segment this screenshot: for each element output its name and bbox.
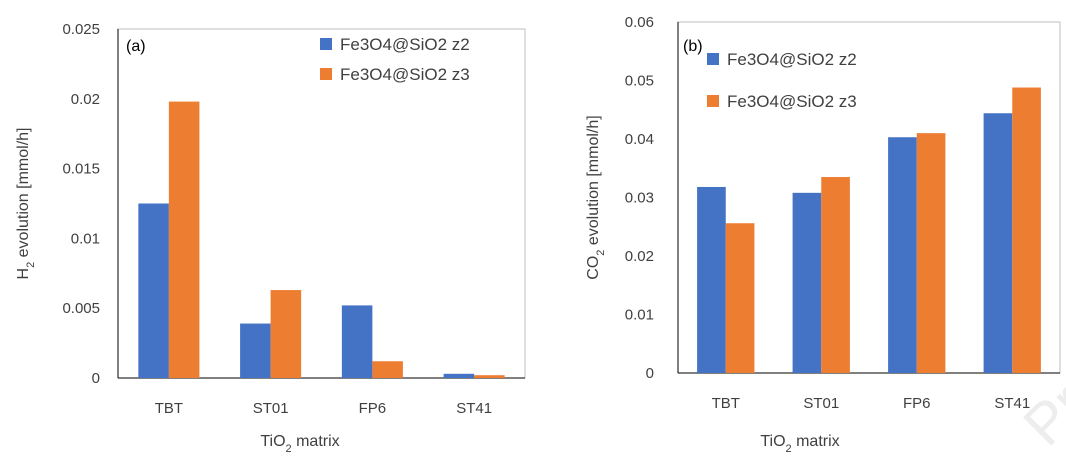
bar-tbt-z2 (697, 186, 726, 373)
bar-tbt-z2 (138, 203, 169, 378)
legend-swatch (320, 38, 332, 50)
legend-swatch (707, 95, 719, 107)
x-tick-label: TBT (155, 400, 183, 417)
y-tick-label: 0.01 (625, 307, 654, 324)
bar-st01-z3 (270, 290, 302, 378)
y-tick-label: 0.04 (625, 131, 654, 148)
legend-swatch (320, 68, 332, 80)
bar-st41-z3 (474, 375, 505, 378)
y-tick-label: 0.025 (62, 21, 100, 38)
x-tick-label: TBT (712, 395, 740, 412)
x-tick-label: ST41 (456, 400, 492, 417)
panel-label: (a) (126, 38, 146, 55)
x-tick-label: FP6 (359, 400, 387, 417)
bar-tbt-z3 (168, 101, 200, 378)
bar-st01-z3 (821, 177, 850, 373)
y-tick-label: 0.03 (625, 190, 654, 207)
y-tick-label: 0.005 (62, 300, 100, 317)
bar-st01-z2 (792, 192, 822, 373)
bar-st41-z3 (1012, 87, 1041, 374)
y-tick-label: 0.05 (625, 73, 654, 90)
y-tick-label: 0 (92, 370, 100, 387)
x-tick-label: ST01 (803, 395, 839, 412)
bar-st41-z2 (443, 373, 475, 378)
bar-fp6-z3 (372, 361, 403, 378)
bar-st41-z2 (983, 113, 1013, 373)
legend-label: Fe3O4@SiO2 z3 (340, 65, 470, 84)
y-tick-label: 0 (646, 365, 654, 382)
y-tick-label: 0.01 (71, 230, 100, 247)
y-tick-label: 0.06 (625, 14, 654, 31)
legend-label: Fe3O4@SiO2 z3 (727, 92, 857, 111)
y-axis-title: H2 evolution [mmol/h] (15, 128, 37, 280)
x-tick-label: FP6 (903, 395, 931, 412)
legend-label: Fe3O4@SiO2 z2 (340, 35, 470, 54)
panel-a-h2-evolution-chart: 0 0.005 0.01 0.015 0.02 0.025 TBT ST01 FP6 ST41 (a… (15, 21, 526, 455)
x-axis-title: TiO2 matrix (760, 433, 839, 453)
bar-fp6-z3 (916, 133, 946, 373)
y-tick-label: 0.015 (62, 161, 100, 178)
y-tick-label: 0.02 (71, 91, 100, 108)
panel-b-co2-evolution-chart: 0 0.01 0.02 0.03 0.04 0.05 0.06 TBT ST01 FP6 ST41 (… (585, 14, 1061, 455)
x-tick-label: ST01 (253, 400, 289, 417)
bar-st01-z2 (240, 323, 271, 378)
x-axis-title: TiO2 matrix (260, 433, 339, 453)
watermark-text: Proof (1011, 383, 1066, 453)
legend-label: Fe3O4@SiO2 z2 (727, 50, 857, 69)
proof-watermark: Proof (1011, 383, 1066, 453)
y-axis-title: CO2 evolution [mmol/h] (585, 115, 607, 279)
bar-tbt-z3 (725, 223, 755, 373)
bar-fp6-z2 (888, 137, 917, 373)
x-tick-label: ST41 (994, 395, 1030, 412)
panel-label: (b) (683, 38, 703, 55)
legend-swatch (707, 53, 719, 65)
y-tick-label: 0.02 (625, 248, 654, 265)
bar-fp6-z2 (341, 305, 373, 378)
